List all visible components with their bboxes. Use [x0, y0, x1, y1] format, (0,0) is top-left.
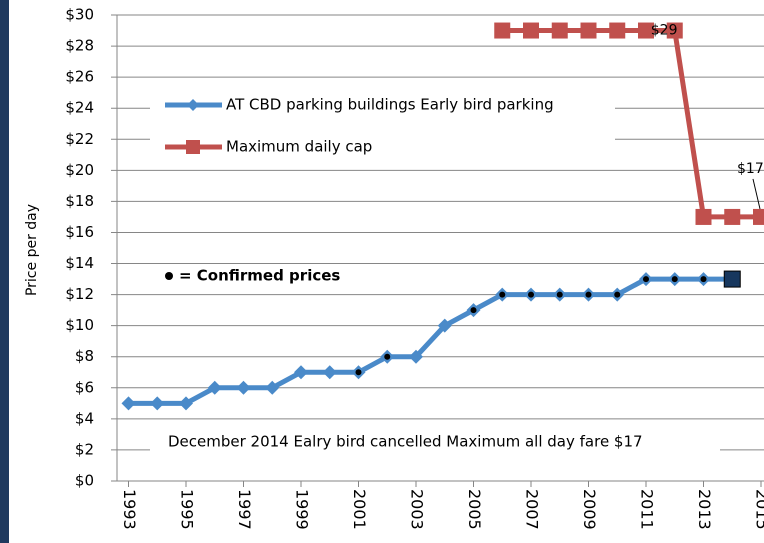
y-tick-label: $8: [75, 347, 94, 365]
marker: [121, 396, 136, 411]
annotation-bg: [150, 428, 720, 458]
marker: [494, 22, 511, 39]
x-tick-label: 1993: [120, 489, 139, 530]
confirmed-dot: [585, 291, 592, 298]
confirmed-dot: [556, 291, 563, 298]
confirmed-dot: [499, 291, 506, 298]
legend-marker: [186, 140, 200, 154]
marker: [551, 22, 568, 39]
marker: [236, 380, 251, 395]
x-tick-label: 2007: [523, 489, 542, 530]
legend-marker: [187, 99, 199, 111]
x-tick-label: 1999: [293, 489, 312, 530]
y-tick-label: $18: [65, 192, 94, 210]
marker: [409, 349, 423, 364]
series-line: [128, 276, 733, 406]
y-tick-label: $0: [75, 472, 94, 490]
x-tick-label: 2005: [465, 489, 484, 530]
x-tick-label: 2003: [408, 489, 427, 530]
y-tick-label: $6: [75, 378, 94, 396]
x-tick-label: 2001: [350, 489, 369, 530]
y-tick-label: $16: [65, 223, 94, 241]
marker: [666, 22, 683, 39]
confirmed-dot: [528, 291, 534, 298]
marker: [179, 396, 193, 411]
marker: [580, 22, 597, 39]
annotation: December 2014 Ealry bird cancelled Maxim…: [168, 433, 643, 451]
y-tick-label: $2: [75, 440, 94, 458]
final-marker: [723, 270, 741, 288]
y-tick-label: $28: [65, 37, 94, 55]
marker: [150, 396, 165, 411]
y-tick-label: $14: [65, 254, 94, 272]
confirmed-dot: [643, 276, 649, 283]
confirmed-legend-dot: [165, 272, 173, 280]
y-tick-label: $30: [65, 6, 94, 24]
marker: [437, 318, 452, 333]
legend-label: AT CBD parking buildings Early bird park…: [226, 96, 554, 114]
x-tick-label: 2015: [753, 489, 764, 530]
y-tick-label: $4: [75, 409, 94, 427]
value-label: $17: [737, 161, 764, 177]
marker: [695, 208, 712, 225]
marker: [753, 208, 764, 225]
confirmed-dot: [671, 276, 678, 283]
value-label: $29: [651, 23, 678, 39]
marker: [609, 22, 626, 39]
confirmed-note: = Confirmed prices: [179, 267, 340, 285]
y-tick-label: $10: [65, 316, 94, 334]
left-border: [0, 0, 9, 543]
legend-bg: [150, 90, 615, 162]
marker: [523, 22, 539, 39]
y-tick-label: $20: [65, 161, 94, 179]
x-tick-label: 1997: [235, 489, 254, 530]
y-tick-label: $12: [65, 285, 94, 303]
y-tick-label: $24: [65, 99, 94, 117]
confirmed-dot: [700, 276, 707, 283]
x-tick-label: 2013: [695, 489, 714, 530]
x-tick-label: 2011: [638, 489, 657, 530]
marker: [294, 365, 308, 380]
series-line: [502, 28, 761, 220]
x-tick-label: 2009: [580, 489, 599, 530]
y-tick-label: $26: [65, 68, 94, 86]
legend-label: Maximum daily cap: [226, 138, 372, 156]
confirmed-dot: [470, 307, 477, 314]
marker: [638, 22, 654, 39]
marker: [207, 380, 222, 395]
confirmed-dot: [614, 291, 621, 298]
confirmed-dot: [384, 353, 391, 360]
y-tick-label: $22: [65, 130, 94, 148]
confirmed-dot: [355, 369, 362, 376]
marker: [265, 380, 280, 395]
marker: [724, 208, 741, 225]
y-axis-label: Price per day: [24, 204, 40, 296]
x-tick-label: 1995: [178, 489, 197, 530]
leader-line: [752, 178, 761, 210]
marker: [322, 365, 337, 380]
